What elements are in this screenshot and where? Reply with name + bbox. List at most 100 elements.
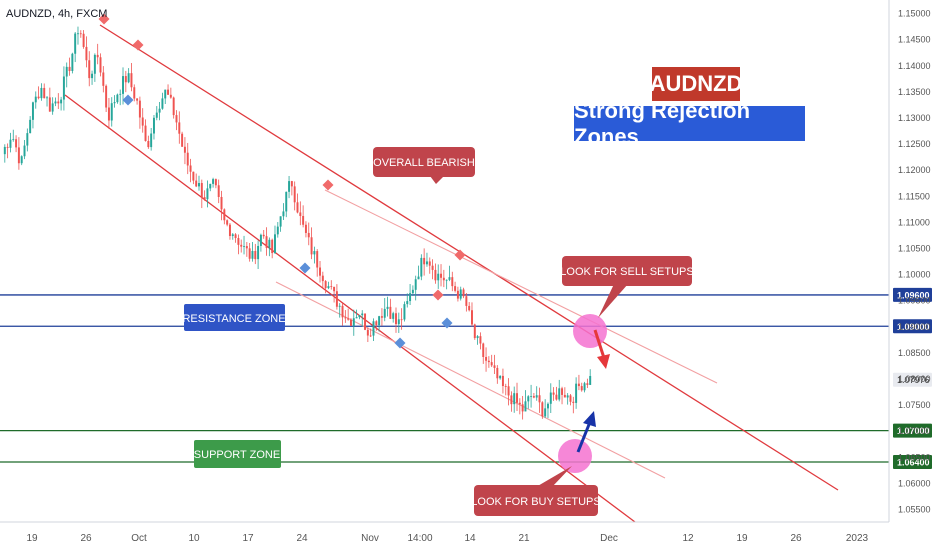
candle-body bbox=[586, 383, 589, 385]
candle-body bbox=[105, 85, 108, 108]
level-price-badge bbox=[893, 319, 932, 334]
candle-body bbox=[324, 281, 327, 289]
candle-body bbox=[164, 89, 167, 99]
candle-body bbox=[414, 279, 417, 290]
candle-body bbox=[442, 277, 445, 281]
candle-body bbox=[366, 329, 369, 336]
candle-body bbox=[338, 305, 341, 307]
candle-body bbox=[524, 401, 527, 412]
candle-body bbox=[288, 181, 291, 192]
candle-body bbox=[102, 72, 105, 86]
y-tick-label: 1.10000 bbox=[898, 270, 931, 280]
candle-body bbox=[459, 289, 462, 299]
x-tick-label: Dec bbox=[600, 533, 618, 544]
candle-body bbox=[485, 356, 488, 361]
candle-body bbox=[254, 250, 257, 260]
candle-body bbox=[62, 76, 65, 100]
candle-body bbox=[37, 96, 40, 99]
y-tick-label: 1.13000 bbox=[898, 113, 931, 123]
candle-body bbox=[234, 234, 237, 239]
candle-body bbox=[12, 139, 15, 141]
candle-body bbox=[513, 393, 516, 405]
candle-body bbox=[6, 146, 9, 148]
sell-arrow-head bbox=[597, 354, 610, 369]
candle-body bbox=[355, 317, 358, 319]
level-price-label: 1.09600 bbox=[897, 290, 930, 300]
candle-body bbox=[544, 408, 547, 417]
candle-body bbox=[231, 234, 234, 236]
candle-body bbox=[20, 156, 23, 164]
candle-body bbox=[372, 321, 375, 336]
candle-body bbox=[530, 396, 533, 397]
swing-marker-diamond bbox=[322, 179, 334, 191]
candle-body bbox=[212, 179, 215, 184]
candle-body bbox=[375, 321, 378, 326]
candle-body bbox=[456, 290, 459, 299]
last-price-badge bbox=[893, 372, 932, 387]
candle-body bbox=[378, 316, 381, 326]
candle-body bbox=[57, 101, 60, 104]
overall-bearish-label: OVERALL BEARISH bbox=[373, 157, 475, 169]
y-tick-label: 1.07000 bbox=[898, 426, 931, 436]
x-tick-label: 24 bbox=[296, 533, 308, 544]
y-tick-label: 1.07500 bbox=[898, 400, 931, 410]
candle-body bbox=[462, 289, 465, 297]
level-price-badge bbox=[893, 454, 932, 469]
candle-body bbox=[150, 133, 153, 148]
candle-body bbox=[110, 103, 113, 121]
candle-body bbox=[130, 73, 133, 88]
candle-body bbox=[501, 375, 504, 387]
candle-body bbox=[113, 102, 116, 104]
candle-body bbox=[155, 112, 158, 118]
candle-body bbox=[504, 386, 507, 387]
x-tick-label: Nov bbox=[361, 533, 379, 544]
candle-body bbox=[46, 97, 49, 99]
candle-body bbox=[217, 185, 220, 197]
candle-body bbox=[333, 286, 336, 292]
candle-body bbox=[454, 286, 457, 291]
candle-body bbox=[361, 313, 364, 316]
candle-body bbox=[77, 33, 79, 35]
candle-body bbox=[181, 133, 184, 147]
candle-body bbox=[493, 365, 496, 368]
candle-body bbox=[158, 108, 161, 113]
candle-body bbox=[178, 122, 181, 134]
candle-body bbox=[445, 279, 448, 281]
candle-body bbox=[319, 267, 321, 276]
candle-body bbox=[572, 401, 575, 403]
y-tick-label: 1.14000 bbox=[898, 61, 931, 71]
candle-body bbox=[577, 383, 580, 387]
x-tick-label: 26 bbox=[790, 533, 802, 544]
candle-body bbox=[535, 395, 538, 398]
candle-body bbox=[138, 100, 141, 118]
candle-body bbox=[437, 273, 440, 281]
candle-body bbox=[558, 388, 561, 400]
candle-body bbox=[465, 296, 468, 306]
candle-body bbox=[96, 54, 99, 58]
candle-body bbox=[420, 257, 423, 277]
x-tick-label: 19 bbox=[736, 533, 748, 544]
candle-body bbox=[198, 183, 200, 187]
level-price-badge bbox=[893, 423, 932, 438]
candle-body bbox=[518, 402, 521, 405]
title-subtitle-box: Strong Rejection Zones bbox=[574, 98, 805, 149]
candle-body bbox=[116, 94, 119, 103]
candle-body bbox=[392, 313, 395, 319]
candle-body bbox=[276, 226, 279, 235]
y-tick-label: 1.11500 bbox=[898, 191, 930, 201]
candle-body bbox=[423, 257, 426, 265]
candle-body bbox=[237, 238, 240, 245]
buy-rejection-circle bbox=[558, 439, 592, 473]
channel-inner-lower-line bbox=[275, 281, 666, 479]
look-buy-box bbox=[474, 485, 598, 516]
candle-body bbox=[569, 395, 572, 402]
candle-body bbox=[397, 319, 400, 325]
candle-body bbox=[195, 180, 198, 187]
candle-body bbox=[88, 60, 91, 79]
candle-body bbox=[265, 236, 268, 248]
x-tick-label: 19 bbox=[26, 533, 38, 544]
candle-body bbox=[60, 99, 63, 104]
candle-body bbox=[220, 196, 223, 210]
y-tick-label: 1.15000 bbox=[898, 9, 931, 19]
